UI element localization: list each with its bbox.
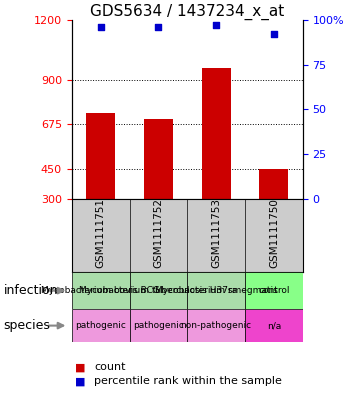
Text: percentile rank within the sample: percentile rank within the sample bbox=[94, 376, 282, 386]
Bar bbox=[187, 309, 245, 342]
Bar bbox=[72, 309, 130, 342]
Point bbox=[98, 24, 104, 30]
Text: count: count bbox=[94, 362, 126, 373]
Text: ■: ■ bbox=[75, 362, 86, 373]
Text: GSM1111750: GSM1111750 bbox=[269, 198, 279, 268]
Text: GSM1111751: GSM1111751 bbox=[96, 198, 106, 268]
Bar bbox=[144, 119, 173, 199]
Text: Mycobacterium smegmatis: Mycobacterium smegmatis bbox=[155, 286, 278, 295]
Bar bbox=[72, 272, 130, 309]
Text: n/a: n/a bbox=[267, 321, 281, 330]
Point bbox=[155, 24, 161, 30]
Text: non-pathogenic: non-pathogenic bbox=[181, 321, 252, 330]
Text: control: control bbox=[258, 286, 290, 295]
Text: Mycobacterium bovis BCG: Mycobacterium bovis BCG bbox=[41, 286, 160, 295]
Point bbox=[214, 22, 219, 28]
Text: Mycobacterium tuberculosis H37ra: Mycobacterium tuberculosis H37ra bbox=[79, 286, 238, 295]
Text: GSM1111753: GSM1111753 bbox=[211, 198, 221, 268]
Text: pathogenic: pathogenic bbox=[75, 321, 126, 330]
Text: infection: infection bbox=[4, 284, 58, 297]
Bar bbox=[245, 272, 303, 309]
Text: species: species bbox=[4, 319, 50, 332]
Bar bbox=[259, 169, 288, 199]
Text: pathogenic: pathogenic bbox=[133, 321, 184, 330]
Bar bbox=[245, 309, 303, 342]
Text: GSM1111752: GSM1111752 bbox=[153, 198, 163, 268]
Bar bbox=[202, 68, 231, 199]
Point bbox=[271, 31, 277, 37]
Bar bbox=[130, 309, 187, 342]
Bar bbox=[130, 272, 187, 309]
Text: ■: ■ bbox=[75, 376, 86, 386]
Bar bbox=[86, 114, 115, 199]
Bar bbox=[187, 272, 245, 309]
Title: GDS5634 / 1437234_x_at: GDS5634 / 1437234_x_at bbox=[90, 4, 284, 20]
